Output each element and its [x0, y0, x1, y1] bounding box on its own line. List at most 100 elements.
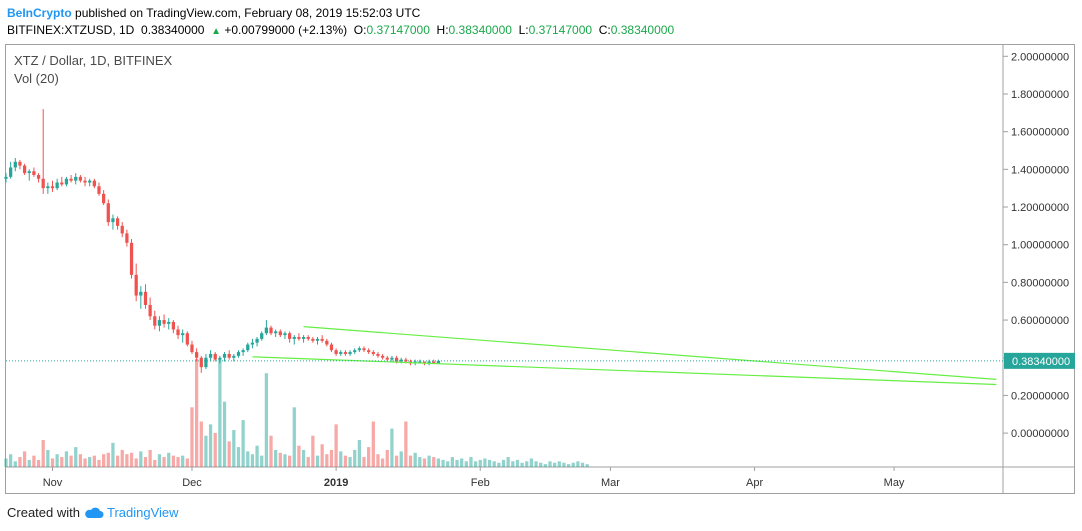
volume-bar — [157, 454, 162, 467]
volume-bar — [557, 461, 561, 467]
x-tick-label: Apr — [746, 477, 763, 489]
open-value: 0.37147000 — [366, 23, 430, 37]
volume-bar — [357, 440, 361, 467]
candle-body — [162, 320, 166, 324]
candle-body — [111, 218, 115, 223]
volume-bar — [292, 407, 296, 467]
candle-body — [22, 165, 27, 174]
candle-body — [343, 352, 348, 354]
candle-body — [227, 353, 231, 358]
close-value: 0.38340000 — [610, 23, 675, 37]
candle-body — [264, 327, 269, 334]
candle-body — [376, 353, 380, 356]
volume-bar — [139, 451, 143, 467]
volume-label: Vol (20) — [14, 71, 59, 86]
volume-bar — [115, 455, 120, 467]
volume-bar — [222, 401, 227, 467]
publisher-name[interactable]: BeInCrypto — [7, 6, 72, 20]
volume-bar — [422, 458, 427, 467]
candle-body — [134, 274, 138, 296]
volume-bar — [83, 458, 87, 467]
volume-bar — [88, 457, 92, 467]
candle-body — [315, 338, 320, 341]
volume-bar — [380, 458, 385, 467]
volume-bar — [227, 441, 231, 467]
volume-bar — [36, 459, 41, 467]
volume-bar — [543, 464, 547, 467]
volume-bar — [69, 455, 73, 467]
volume-bar — [506, 457, 510, 467]
volume-bar — [511, 461, 515, 467]
volume-bar — [464, 461, 468, 467]
candle-body — [371, 352, 375, 354]
open-label: O: — [353, 23, 367, 37]
candle-body — [153, 316, 157, 326]
candle-body — [222, 353, 227, 358]
volume-bar — [501, 459, 506, 467]
candle-body — [204, 357, 208, 368]
y-tick-label: 0.20000000 — [1011, 390, 1069, 402]
volume-bar — [320, 444, 324, 467]
volume-bar — [329, 449, 334, 467]
volume-bar — [97, 459, 101, 467]
candle-body — [46, 186, 50, 189]
volume-bar — [102, 454, 106, 467]
volume-bar — [441, 459, 445, 467]
volume-bar — [236, 447, 241, 467]
volume-bar — [566, 464, 571, 467]
y-tick-label: 2.00000000 — [1011, 51, 1069, 63]
candle-body — [88, 180, 92, 183]
candle-body — [185, 333, 189, 345]
candle-body — [218, 357, 222, 360]
volume-bar — [473, 461, 478, 467]
volume-bar — [269, 435, 273, 467]
volume-bar — [478, 459, 482, 467]
tradingview-logo[interactable]: TradingView — [84, 505, 179, 520]
candle-body — [171, 321, 176, 330]
candle-body — [283, 333, 287, 336]
candle-body — [157, 320, 162, 326]
chart-frame[interactable] — [5, 44, 1075, 494]
volume-bar — [241, 420, 245, 467]
x-tick-label: Nov — [43, 477, 63, 489]
candle-body — [311, 338, 315, 341]
volume-bar — [534, 461, 538, 467]
cloud-icon — [85, 507, 104, 518]
candle-body — [436, 360, 441, 364]
candle-body — [306, 337, 310, 339]
candle-body — [367, 350, 371, 353]
candle-body — [325, 340, 329, 345]
volume-bar — [418, 457, 422, 467]
up-triangle-icon: ▲ — [211, 26, 222, 37]
volume-bar — [585, 464, 589, 467]
x-tick-label: Mar — [601, 477, 620, 489]
close-label: C: — [598, 23, 611, 37]
candle-body — [353, 350, 357, 353]
volume-bar — [255, 445, 259, 467]
volume-bar — [143, 457, 148, 467]
volume-bar — [553, 462, 557, 467]
volume-bar — [283, 454, 287, 467]
volume-bar — [492, 461, 496, 467]
y-tick-label: 0.60000000 — [1011, 315, 1069, 327]
candle-body — [380, 355, 385, 358]
volume-bar — [195, 359, 199, 467]
candle-body — [320, 338, 324, 341]
volume-bar — [125, 454, 129, 467]
ticker: BITFINEX:XTZUSD, 1D — [7, 23, 135, 37]
y-tick-label: 0.00000000 — [1011, 428, 1069, 440]
candle-body — [241, 350, 245, 353]
volume-bar — [176, 457, 180, 467]
volume-bar — [436, 458, 441, 467]
tradingview-brand[interactable]: TradingView — [106, 505, 179, 520]
y-tick-label: 0.80000000 — [1011, 277, 1069, 289]
candle-body — [246, 344, 250, 351]
volume-bar — [576, 461, 580, 467]
footer: Created with TradingView — [7, 505, 179, 520]
created-with-text: Created with — [7, 505, 80, 520]
candle-body — [399, 359, 403, 362]
low-label: L: — [518, 23, 529, 37]
y-tick-label: 1.20000000 — [1011, 202, 1069, 214]
volume-bar — [408, 455, 413, 467]
